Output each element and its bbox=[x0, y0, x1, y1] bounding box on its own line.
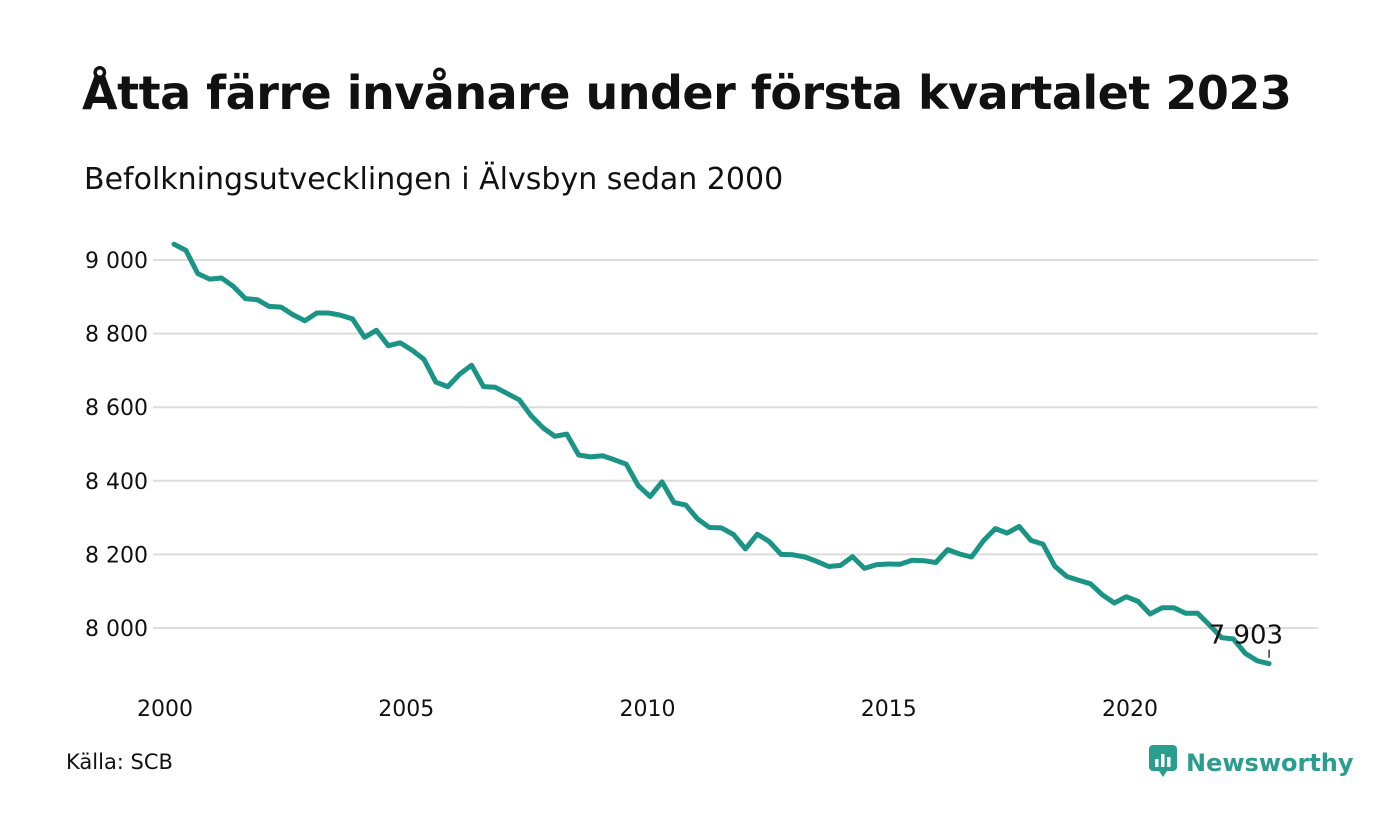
series-layer bbox=[171, 241, 1272, 667]
series-line bbox=[171, 241, 1272, 667]
annotation-layer: 7 903 bbox=[1209, 621, 1283, 658]
source-note: Källa: SCB bbox=[66, 750, 173, 774]
chart-subtitle: Befolkningsutvecklingen i Älvsbyn sedan … bbox=[84, 162, 784, 197]
x-tick-label: 2010 bbox=[620, 697, 676, 722]
y-tick-label: 8 400 bbox=[85, 470, 148, 495]
x-tick-label: 2015 bbox=[861, 697, 917, 722]
x-axis: 2000 2005 2010 2015 2020 bbox=[137, 697, 1158, 722]
gridlines bbox=[153, 259, 1318, 629]
y-tick-label: 8 000 bbox=[85, 617, 148, 642]
brand[interactable]: Newsworthy bbox=[1148, 744, 1354, 782]
y-axis: 9 000 8 800 8 600 8 400 8 200 8 000 bbox=[85, 249, 148, 642]
chart-title: Åtta färre invånare under första kvartal… bbox=[82, 66, 1292, 120]
newsworthy-logo-icon bbox=[1148, 744, 1178, 782]
x-tick-label: 2005 bbox=[378, 697, 434, 722]
annotation-label: 7 903 bbox=[1209, 621, 1283, 651]
y-tick-label: 8 800 bbox=[85, 323, 148, 348]
x-tick-label: 2000 bbox=[137, 697, 193, 722]
brand-name: Newsworthy bbox=[1186, 749, 1354, 777]
y-tick-label: 8 200 bbox=[85, 543, 148, 568]
y-tick-label: 8 600 bbox=[85, 396, 148, 421]
y-tick-label: 9 000 bbox=[85, 249, 148, 274]
x-tick-label: 2020 bbox=[1102, 697, 1158, 722]
